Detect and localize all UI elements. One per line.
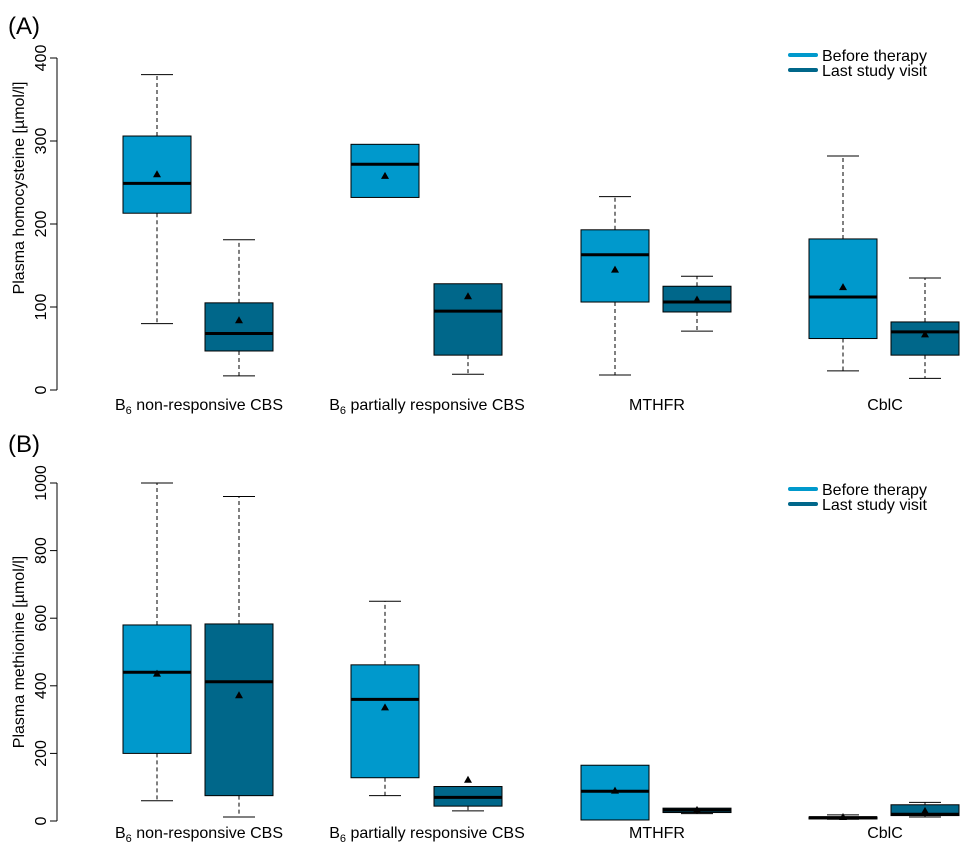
box-before-2 [580,764,650,821]
mean-marker [921,330,929,338]
box-before-3 [808,155,878,372]
mean-marker [839,812,847,820]
legend-label-before: Before therapy [822,48,927,65]
box-last-1 [433,283,503,375]
box-before-0 [122,482,192,802]
box-last-2 [662,805,732,815]
legend-label-before: Before therapy [822,482,927,499]
box-last-3 [890,277,960,379]
mean-marker [381,703,389,711]
y-axis-label: Plasma methionine [µmol/l] [11,556,28,748]
mean-marker [611,265,619,273]
box-iqr [350,664,420,779]
y-tick-label: 0 [33,385,50,394]
x-category-label: CblC [867,397,903,414]
box-iqr [350,143,420,198]
legend-label-last: Last study visit [822,63,927,80]
x-category-label: B6 partially responsive CBS [329,825,525,844]
box-before-0 [122,74,192,325]
x-axis-labels: B6 non-responsive CBS B6 partially respon… [115,397,903,417]
mean-marker [921,806,929,814]
mean-marker [153,170,161,178]
y-tick-label: 800 [33,537,50,564]
box-before-1 [350,600,420,797]
y-tick-label: 300 [33,128,50,155]
y-tick-label: 100 [33,294,50,321]
x-category-label: MTHFR [629,825,685,842]
box-last-1 [433,775,503,812]
x-category-label: CblC [867,825,903,842]
y-tick-label: 200 [33,740,50,767]
mean-marker [464,775,472,783]
box-last-2 [662,275,732,332]
y-tick-label: 0 [33,816,50,825]
mean-marker [235,691,243,699]
x-axis-labels: B6 non-responsive CBS B6 partially respon… [115,825,903,844]
x-category-label: B6 non-responsive CBS [115,825,283,844]
y-tick-label: 200 [33,211,50,238]
mean-marker [611,786,619,794]
y-tick-label: 600 [33,605,50,632]
x-category-label: B6 non-responsive CBS [115,397,283,417]
panel-label: (A) [8,13,40,40]
box-iqr [204,302,274,352]
mean-marker [693,295,701,303]
box-iqr [808,238,878,340]
legend: Before therapy Last study visit [788,48,927,80]
box-last-3 [890,801,960,818]
y-tick-label: 400 [33,672,50,699]
panel-b: (B) Plasma methionine [µmol/l] Before th… [8,431,960,844]
mean-marker [235,316,243,324]
legend-label-last: Last study visit [822,497,927,514]
mean-marker [693,805,701,813]
y-tick-label: 400 [33,45,50,72]
panel-label: (B) [8,431,40,458]
box-last-0 [204,496,274,818]
box-last-0 [204,239,274,377]
mean-marker [381,171,389,179]
mean-marker [464,292,472,300]
y-axis-label: Plasma homocysteine [µmol/l] [11,82,28,295]
plot-area: 0 100 200 300 400 [33,45,960,394]
legend: Before therapy Last study visit [788,482,927,514]
box-before-1 [350,143,420,198]
x-category-label: MTHFR [629,397,685,414]
mean-marker [839,283,847,291]
mean-marker [153,669,161,677]
x-category-label: B6 partially responsive CBS [329,397,525,417]
plot-area: 0 200 400 600 800 1000 [33,465,960,825]
box-iqr [890,321,960,356]
box-iqr [204,623,274,797]
box-before-3 [808,812,878,820]
y-tick-label: 1000 [33,465,50,501]
panel-a: (A) Plasma homocysteine [µmol/l] Before … [8,13,960,417]
box-before-2 [580,196,650,376]
box-iqr [122,624,192,754]
